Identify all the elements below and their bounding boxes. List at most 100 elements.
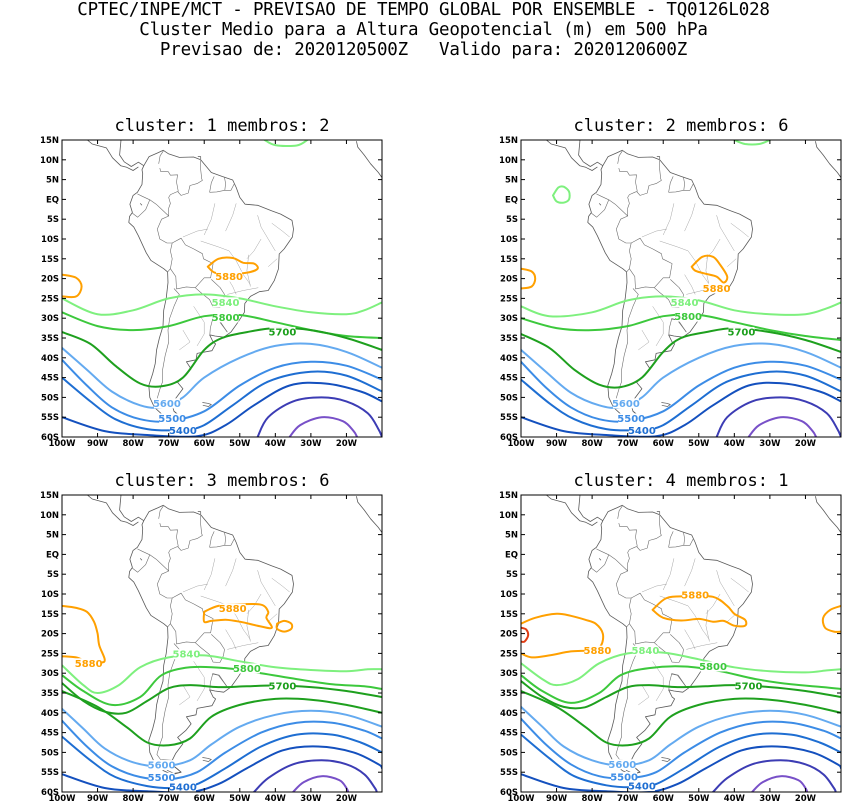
lon-label: 90W xyxy=(546,794,568,803)
contour-label: 5880 xyxy=(219,604,247,615)
state-border xyxy=(638,329,650,351)
geopotential-contour xyxy=(62,665,382,707)
lat-label: 35S xyxy=(41,689,59,699)
state-border xyxy=(684,203,696,232)
lat-label: 55S xyxy=(41,768,59,778)
contour-label-bg xyxy=(169,425,196,436)
country-border xyxy=(159,523,179,547)
coastline-central-america xyxy=(578,140,604,167)
country-border xyxy=(209,532,226,548)
country-border xyxy=(615,643,639,761)
state-border xyxy=(179,329,191,351)
lat-label: 35S xyxy=(500,689,518,699)
contour-label: 5880 xyxy=(584,646,612,657)
lon-label: 40W xyxy=(265,439,287,449)
country-border xyxy=(590,548,610,573)
state-border xyxy=(193,306,205,347)
contour-label: 5840 xyxy=(173,650,201,661)
coastline-central-america-pacific xyxy=(545,140,598,171)
contour-label: 5800 xyxy=(699,662,727,673)
state-border xyxy=(684,274,696,295)
header-line-3: Previsao de: 2020120500Z Valido para: 20… xyxy=(159,40,688,60)
geopotential-contour xyxy=(275,619,294,633)
lon-label: 90W xyxy=(87,439,109,449)
geopotential-contour xyxy=(62,273,83,299)
state-border xyxy=(246,238,262,259)
geopotential-contour xyxy=(62,381,382,437)
coastline-south-america xyxy=(128,504,294,775)
contour-label-bg xyxy=(628,781,655,792)
state-border xyxy=(268,258,278,267)
state-border xyxy=(203,558,216,591)
lon-label: 80W xyxy=(582,439,604,449)
geopotential-contour xyxy=(521,717,841,780)
country-border xyxy=(618,523,638,547)
map-panel-cluster-1: cluster: 1 membros: 2 5880 5840 5800 5700 560… xyxy=(40,116,383,449)
lat-label: 20S xyxy=(41,275,59,285)
lon-label: 30W xyxy=(759,439,781,449)
lon-label: 30W xyxy=(300,439,322,449)
state-border xyxy=(652,661,664,702)
state-border xyxy=(225,629,237,650)
contour-label-bg xyxy=(612,398,639,409)
island-outline xyxy=(598,203,602,206)
lat-label: 20S xyxy=(500,275,518,285)
state-border xyxy=(200,240,237,261)
lat-label: 60S xyxy=(41,788,59,798)
geopotential-contour xyxy=(62,342,382,409)
lon-label: 50W xyxy=(688,794,710,803)
lat-label: 15S xyxy=(500,610,518,620)
state-border xyxy=(694,260,710,285)
lat-label: 50S xyxy=(41,393,59,403)
panel-title: cluster: 3 membros: 6 xyxy=(115,471,330,491)
contour-label: 5500 xyxy=(148,773,176,784)
geopotential-contour xyxy=(62,682,382,715)
state-border xyxy=(235,615,251,640)
contour-label: 5700 xyxy=(269,328,297,339)
contour-label: 5600 xyxy=(608,760,636,771)
contour-label: 5600 xyxy=(153,399,181,410)
contour-label: 5880 xyxy=(215,272,243,283)
lat-label: 5S xyxy=(506,215,518,225)
state-border xyxy=(684,558,696,587)
coastline-central-america-pacific xyxy=(86,140,139,171)
lon-label: 70W xyxy=(158,794,180,803)
country-border xyxy=(158,505,164,519)
state-border xyxy=(705,609,710,642)
panel-title: cluster: 4 membros: 1 xyxy=(574,471,789,491)
lat-label: 10N xyxy=(499,156,518,166)
geopotential-contour xyxy=(521,626,530,643)
lon-label: 20W xyxy=(795,794,817,803)
contour-label-bg xyxy=(703,283,730,294)
geopotential-contour xyxy=(521,327,841,389)
state-border xyxy=(662,203,675,236)
contour-label: 5400 xyxy=(169,426,197,437)
geopotential-contour xyxy=(263,140,309,148)
country-border xyxy=(224,538,235,546)
contour-label-bg xyxy=(584,645,611,656)
coastline-central-america xyxy=(578,495,604,522)
geopotential-contour xyxy=(521,690,841,747)
contour-label-bg xyxy=(735,680,762,691)
coastline-south-america xyxy=(128,149,294,420)
state-border xyxy=(694,615,710,640)
island-outline xyxy=(197,511,202,514)
contour-label: 5800 xyxy=(233,664,261,675)
contour-label: 5800 xyxy=(674,312,702,323)
lon-label: 90W xyxy=(546,439,568,449)
lat-label: EQ xyxy=(505,550,518,560)
lon-label: 100W xyxy=(507,794,535,803)
state-border xyxy=(652,306,664,347)
contour-label: 5840 xyxy=(671,298,699,309)
geopotential-contour xyxy=(521,705,841,767)
contour-label: 5700 xyxy=(735,681,763,692)
country-border xyxy=(157,159,203,273)
lat-label: 35S xyxy=(500,334,518,344)
contour-label: 5500 xyxy=(610,772,638,783)
contour-label-bg xyxy=(75,658,102,669)
contour-label-bg xyxy=(212,297,239,308)
lat-label: 15S xyxy=(41,255,59,265)
lon-label: 80W xyxy=(123,794,145,803)
